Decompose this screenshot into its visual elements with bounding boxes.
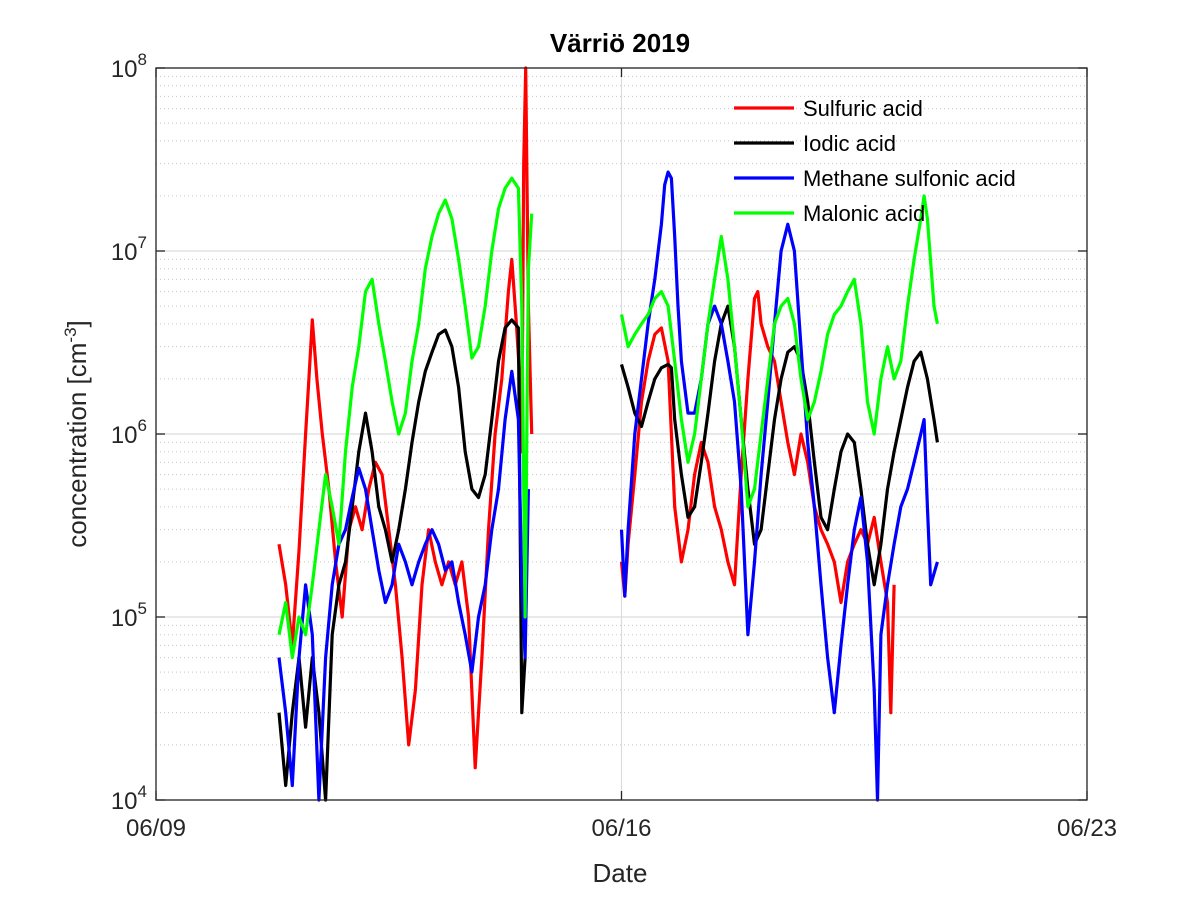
y-tick-label-base: 10 xyxy=(111,422,138,449)
series-line xyxy=(619,304,939,587)
x-tick-label: 06/09 xyxy=(126,815,186,842)
y-tick-label: 108 xyxy=(111,50,147,83)
series-line xyxy=(619,194,939,509)
legend-label: Sulfuric acid xyxy=(803,96,923,121)
y-tick-label-base: 10 xyxy=(111,239,138,266)
x-tick-label: 06/23 xyxy=(1057,815,1117,842)
y-tick-label-exponent: 8 xyxy=(138,50,147,69)
series-lines xyxy=(277,66,939,802)
y-axis-label-main: concentration [cm xyxy=(62,343,92,548)
y-tick-label: 104 xyxy=(111,782,147,815)
y-tick-label: 105 xyxy=(111,599,147,632)
x-axis-label: Date xyxy=(593,858,648,888)
series-line xyxy=(277,66,534,770)
y-tick-label-exponent: 6 xyxy=(138,416,147,435)
chart-title: Värriö 2019 xyxy=(550,28,690,58)
legend-label: Malonic acid xyxy=(803,201,925,226)
y-axis-label-end: ] xyxy=(62,320,92,327)
y-axis-label-superscript: -3 xyxy=(61,327,80,342)
legend: Sulfuric acid Iodic acid Methane sulfonic … xyxy=(734,96,1016,226)
y-tick-label-exponent: 4 xyxy=(138,782,147,801)
y-axis-label: concentration [cm-3] xyxy=(61,320,92,548)
y-tick-label-base: 10 xyxy=(111,605,138,632)
series-line xyxy=(277,176,534,660)
x-tick-label: 06/16 xyxy=(591,815,651,842)
y-tick-label-exponent: 5 xyxy=(138,599,147,618)
y-tick-label-base: 10 xyxy=(111,788,138,815)
legend-label: Methane sulfonic acid xyxy=(803,166,1016,191)
legend-label: Iodic acid xyxy=(803,131,896,156)
y-tick-label-base: 10 xyxy=(111,56,138,83)
y-tick-label-exponent: 7 xyxy=(138,233,147,252)
series-line xyxy=(277,369,530,802)
y-tick-label: 106 xyxy=(111,416,147,449)
y-tick-label: 107 xyxy=(111,233,147,266)
